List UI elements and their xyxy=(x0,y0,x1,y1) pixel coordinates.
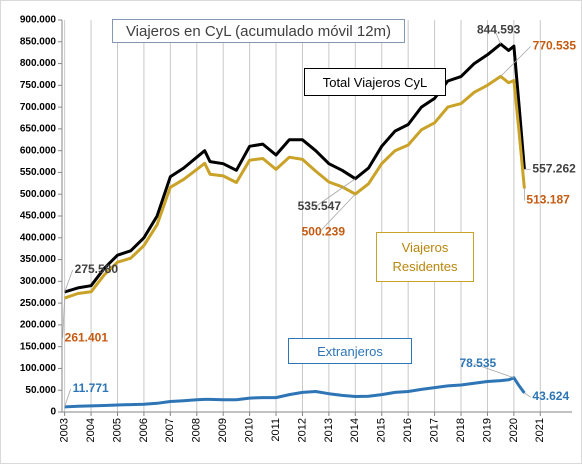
x-tick-label: 2008 xyxy=(191,418,203,442)
x-tick-label: 2012 xyxy=(296,418,308,442)
annotation-leader xyxy=(473,363,514,379)
x-tick-label: 2021 xyxy=(534,418,546,442)
x-tick-label: 2015 xyxy=(376,418,388,442)
annotation-label: 11.771 xyxy=(73,381,109,395)
annotation-label: 557.262 xyxy=(532,161,576,175)
legend-residentes: Viajeros Residentes xyxy=(376,232,474,282)
x-tick-label: 2014 xyxy=(349,418,361,442)
x-tick-label: 2006 xyxy=(138,418,150,442)
annotation-label: 43.624 xyxy=(532,389,569,403)
series-line xyxy=(64,42,526,294)
legend-total: Total Viajeros CyL xyxy=(304,68,446,96)
series-line xyxy=(64,376,526,409)
x-tick-label: 2019 xyxy=(481,418,493,442)
annotation-leader xyxy=(494,29,502,45)
annotation-leader xyxy=(524,392,531,398)
y-tick-label: 550.000 xyxy=(20,167,57,178)
x-tick-label: 2020 xyxy=(508,418,520,442)
x-tick-label: 2009 xyxy=(217,418,229,442)
y-tick-label: 500.000 xyxy=(20,189,57,200)
x-tick-label: 2003 xyxy=(59,418,71,442)
annotation-label: 513.187 xyxy=(526,193,570,207)
x-tick-label: 2017 xyxy=(428,418,440,442)
y-tick-label: 850.000 xyxy=(20,36,57,47)
x-tick-label: 2018 xyxy=(455,418,467,442)
annotation-label: 770.535 xyxy=(533,39,577,53)
y-tick-label: 900.000 xyxy=(20,15,57,26)
x-tick-label: 2013 xyxy=(323,418,335,442)
annotation-label: 844.593 xyxy=(477,22,521,36)
x-tick-label: 2010 xyxy=(244,418,256,442)
y-tick-label: 150.000 xyxy=(20,341,57,352)
x-tick-label: 2007 xyxy=(164,418,176,442)
y-tick-label: 350.000 xyxy=(20,254,57,265)
y-tick-label: 400.000 xyxy=(20,232,57,243)
annotation-leader xyxy=(315,178,356,208)
y-tick-label: 450.000 xyxy=(20,211,57,222)
y-tick-label: 750.000 xyxy=(20,80,57,91)
annotation-leader xyxy=(64,269,74,293)
x-tick-label: 2005 xyxy=(111,418,123,442)
y-tick-label: 200.000 xyxy=(20,320,57,331)
y-tick-label: 650.000 xyxy=(20,124,57,135)
series-line xyxy=(64,74,526,300)
annotation-leader xyxy=(500,46,531,77)
x-tick-label: 2016 xyxy=(402,418,414,442)
y-tick-label: 800.000 xyxy=(20,58,57,69)
y-tick-label: 50.000 xyxy=(25,385,56,396)
y-tick-label: 0 xyxy=(50,407,56,418)
annotation-leader xyxy=(64,388,72,407)
annotation-leader xyxy=(62,298,66,339)
y-tick-label: 100.000 xyxy=(20,363,57,374)
annotation-label: 535.547 xyxy=(298,199,342,213)
y-tick-label: 700.000 xyxy=(20,102,57,113)
y-tick-label: 300.000 xyxy=(20,276,57,287)
annotation-label: 78.535 xyxy=(460,356,497,370)
annotation-leader xyxy=(319,193,356,233)
y-tick-label: 600.000 xyxy=(20,145,57,156)
annotation-label: 500.239 xyxy=(302,224,346,238)
x-tick-label: 2004 xyxy=(85,418,97,442)
chart-title: Viajeros en CyL (acumulado móvil 12m) xyxy=(112,19,405,43)
annotation-label: 261.401 xyxy=(65,330,109,344)
annotation-label: 275.580 xyxy=(75,262,119,276)
legend-extranjeros: Extranjeros xyxy=(288,338,412,364)
y-tick-label: 250.000 xyxy=(20,298,57,309)
x-tick-label: 2011 xyxy=(270,418,282,442)
